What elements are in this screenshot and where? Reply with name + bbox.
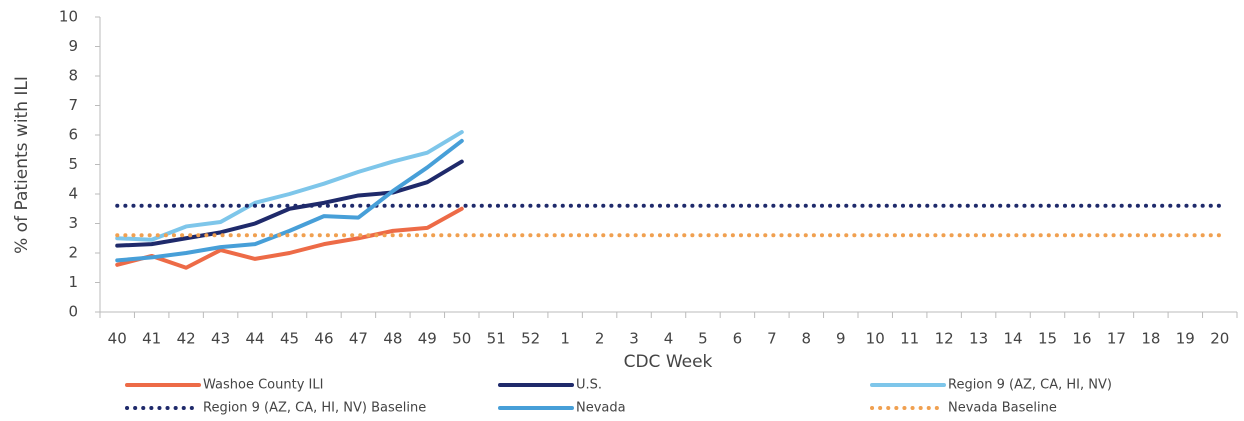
x-tick-label: 20 — [1210, 330, 1229, 348]
y-tick-label: 5 — [68, 155, 78, 173]
x-tick-label: 18 — [1141, 330, 1160, 348]
legend-label: Region 9 (AZ, CA, HI, NV) Baseline — [203, 401, 426, 416]
x-tick-label: 49 — [418, 330, 437, 348]
y-tick-label: 0 — [68, 303, 78, 321]
x-tick-label: 40 — [108, 330, 127, 348]
x-tick-label: 19 — [1176, 330, 1195, 348]
x-tick-label: 47 — [349, 330, 368, 348]
y-tick-label: 7 — [68, 96, 78, 114]
x-tick-label: 41 — [142, 330, 161, 348]
legend-label: Washoe County ILI — [203, 378, 323, 393]
legend-label: Nevada — [576, 401, 626, 416]
series-line — [115, 138, 464, 263]
legend-label: Nevada Baseline — [948, 401, 1057, 416]
y-tick-label: 3 — [68, 214, 78, 232]
series-line — [115, 159, 464, 248]
y-tick-label: 1 — [68, 273, 78, 291]
x-tick-label: 52 — [521, 330, 540, 348]
x-tick-label: 15 — [1038, 330, 1057, 348]
x-tick-label: 12 — [935, 330, 954, 348]
x-tick-label: 50 — [452, 330, 471, 348]
x-tick-label: 9 — [836, 330, 846, 348]
x-tick-label: 7 — [767, 330, 777, 348]
x-tick-label: 14 — [1003, 330, 1022, 348]
x-tick-label: 43 — [211, 330, 230, 348]
y-tick-label: 6 — [68, 126, 78, 144]
x-tick-label: 46 — [314, 330, 333, 348]
x-axis-label: CDC Week — [624, 352, 713, 372]
x-tick-label: 51 — [487, 330, 506, 348]
x-tick-label: 5 — [698, 330, 708, 348]
x-tick-label: 11 — [900, 330, 919, 348]
x-tick-label: 48 — [383, 330, 402, 348]
x-tick-label: 1 — [560, 330, 570, 348]
series-line — [115, 130, 464, 242]
y-tick-label: 10 — [59, 8, 78, 26]
x-tick-label: 13 — [969, 330, 988, 348]
y-tick-label: 9 — [68, 37, 78, 55]
x-tick-label: 4 — [664, 330, 674, 348]
y-tick-label: 4 — [68, 185, 78, 203]
x-tick-label: 44 — [245, 330, 264, 348]
y-tick-label: 8 — [68, 67, 78, 85]
x-tick-label: 16 — [1072, 330, 1091, 348]
legend-label: U.S. — [576, 378, 602, 393]
legend-label: Region 9 (AZ, CA, HI, NV) — [948, 378, 1112, 393]
x-tick-label: 10 — [866, 330, 885, 348]
x-tick-label: 45 — [280, 330, 299, 348]
x-tick-label: 2 — [595, 330, 605, 348]
y-axis-label: % of Patients with ILI — [12, 76, 32, 254]
x-tick-label: 6 — [733, 330, 743, 348]
y-tick-label: 2 — [68, 244, 78, 262]
x-tick-label: 3 — [629, 330, 639, 348]
x-tick-label: 8 — [802, 330, 812, 348]
series-line — [115, 206, 464, 270]
x-tick-label: 17 — [1107, 330, 1126, 348]
x-tick-label: 42 — [177, 330, 196, 348]
